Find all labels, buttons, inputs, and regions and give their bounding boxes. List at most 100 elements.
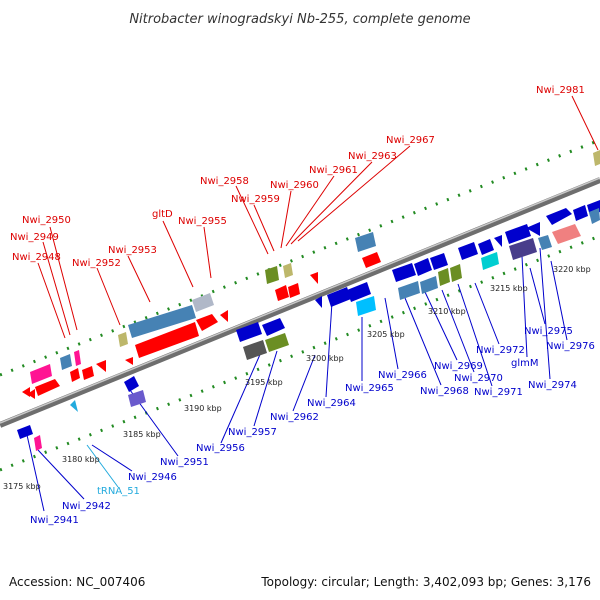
gene-label: gltD — [152, 209, 173, 220]
gene-arrow — [438, 268, 450, 286]
gene-arrow — [593, 150, 600, 166]
gene-arrow — [450, 264, 462, 282]
kbp-scale: 3175 kbp 3180 kbp 3185 kbp 3190 kbp 3195… — [3, 265, 591, 491]
gene-arrow — [392, 263, 416, 282]
gene-label: Nwi_2981 — [536, 85, 585, 96]
gene-label: Nwi_2972 — [476, 345, 525, 356]
gene-label: Nwi_2970 — [454, 373, 503, 384]
gene-label: Nwi_2952 — [72, 258, 121, 269]
gene-label: Nwi_2949 — [10, 232, 59, 243]
gene-arrow — [262, 318, 285, 336]
gene-arrow — [70, 400, 78, 412]
forward-callouts — [37, 95, 599, 339]
kbp-label: 3210 kbp — [428, 307, 466, 316]
rna-label: tRNA_51 — [97, 486, 140, 497]
gene-label: Nwi_2948 — [12, 252, 61, 263]
kbp-label: 3175 kbp — [3, 482, 41, 491]
gene-arrow — [34, 435, 42, 451]
gene-arrow — [505, 224, 531, 244]
gene-label: Nwi_2976 — [546, 341, 595, 352]
gene-arrow — [478, 239, 494, 255]
gene-arrow — [22, 387, 30, 397]
gene-arrow — [481, 252, 499, 270]
gene-arrow — [430, 253, 448, 270]
gene-label: Nwi_2969 — [434, 361, 483, 372]
kbp-label: 3220 kbp — [553, 265, 591, 274]
gene-label: Nwi_2946 — [128, 472, 177, 483]
gene-label: Nwi_2965 — [345, 383, 394, 394]
gene-arrow — [538, 235, 552, 250]
gene-arrow — [96, 360, 106, 372]
kbp-label: 3185 kbp — [123, 430, 161, 439]
gene-label: Nwi_2953 — [108, 245, 157, 256]
gene-arrow — [60, 354, 72, 370]
gene-arrow — [118, 332, 128, 347]
gene-arrow — [70, 368, 80, 382]
gene-arrow — [82, 366, 94, 380]
gene-label: Nwi_2961 — [309, 165, 358, 176]
kbp-label: 3215 kbp — [490, 284, 528, 293]
gene-arrow — [458, 242, 478, 260]
gene-arrow — [355, 232, 376, 252]
gene-label: Nwi_2942 — [62, 501, 111, 512]
gene-arrow — [327, 287, 351, 307]
kbp-label: 3200 kbp — [306, 354, 344, 363]
gene-arrow — [573, 205, 588, 221]
reverse-callouts — [26, 247, 568, 512]
gene-arrow — [398, 281, 420, 300]
gene-arrow — [347, 282, 371, 302]
gene-arrow — [265, 266, 279, 284]
gene-label: Nwi_2950 — [22, 215, 71, 226]
gene-arrow — [526, 222, 540, 236]
gene-arrow — [27, 389, 35, 399]
gene-label: glmM — [511, 358, 539, 369]
reverse-labels: Nwi_2941 Nwi_2942 Nwi_2946 Nwi_2951 Nwi_… — [30, 326, 595, 526]
gene-label: Nwi_2955 — [178, 216, 227, 227]
gene-label: Nwi_2962 — [270, 412, 319, 423]
gene-label: Nwi_2956 — [196, 443, 245, 454]
gene-arrow — [275, 285, 289, 301]
genome-summary-text: Topology: circular; Length: 3,402,093 bp… — [260, 575, 591, 589]
gene-label: Nwi_2963 — [348, 151, 397, 162]
gene-arrow — [192, 293, 214, 312]
gene-arrow — [494, 235, 502, 247]
gene-arrow — [362, 252, 381, 268]
gene-arrow — [220, 310, 228, 322]
gene-arrow — [356, 296, 376, 316]
gene-arrow — [310, 272, 318, 284]
gene-arrow — [236, 322, 262, 342]
gene-arrow — [124, 376, 139, 392]
gene-label: Nwi_2974 — [528, 380, 577, 391]
kbp-label: 3180 kbp — [62, 455, 100, 464]
gene-arrow — [315, 296, 322, 308]
gene-label: Nwi_2959 — [231, 194, 280, 205]
genome-backbone — [0, 177, 600, 428]
accession-text: Accession: NC_007406 — [9, 575, 145, 589]
gene-arrow — [125, 357, 133, 365]
gene-label: Nwi_2957 — [228, 427, 277, 438]
gene-arrow — [552, 224, 581, 244]
gene-arrow — [288, 283, 300, 298]
forward-genes — [22, 150, 600, 399]
gene-label: Nwi_2971 — [474, 387, 523, 398]
gene-arrow — [265, 333, 289, 352]
gene-arrow — [74, 350, 81, 366]
forward-labels: Nwi_2948 Nwi_2949 Nwi_2950 Nwi_2952 Nwi_… — [10, 85, 585, 269]
gene-label: Nwi_2958 — [200, 176, 249, 187]
gene-label: Nwi_2966 — [378, 370, 427, 381]
gene-arrow — [128, 305, 196, 338]
gene-arrow — [30, 364, 52, 384]
genome-backbone-highlight — [0, 177, 600, 424]
gene-arrow — [243, 340, 267, 360]
gene-label: Nwi_2960 — [270, 180, 319, 191]
gene-arrow — [420, 276, 438, 294]
gene-arrow — [589, 208, 600, 224]
gene-arrow — [546, 208, 572, 225]
gene-arrow — [509, 238, 537, 260]
reverse-genes — [17, 200, 600, 451]
gene-arrow — [128, 390, 146, 407]
gene-arrow — [35, 379, 60, 396]
gene-label: Nwi_2941 — [30, 515, 79, 526]
gene-arrow — [283, 263, 293, 278]
